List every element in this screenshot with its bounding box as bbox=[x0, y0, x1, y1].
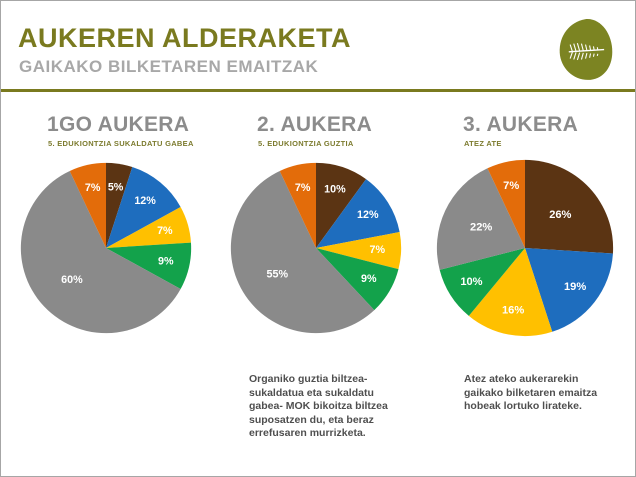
pie-slice-label: 12% bbox=[357, 209, 379, 221]
pie-slice bbox=[106, 167, 181, 248]
chart-2-subtitle: 5. EDUKIONTZIA GUZTIA bbox=[258, 139, 354, 148]
pie-slice-label: 9% bbox=[361, 273, 377, 285]
note-chart-3: Atez ateko aukerarekin gaikako bilketare… bbox=[464, 373, 598, 412]
pie-slice-label: 7% bbox=[157, 225, 173, 237]
pie-slice-label: 9% bbox=[158, 255, 174, 267]
pie-chart-3: 26% 19% 16% 10% 22% 7% bbox=[436, 159, 635, 337]
pie-slice-label: 19% bbox=[564, 281, 586, 293]
pie-slice-label: 7% bbox=[369, 244, 385, 256]
pie-slice-label: 7% bbox=[503, 180, 519, 192]
chart-3-subtitle: ATEZ ATE bbox=[464, 139, 502, 148]
pie-slice bbox=[316, 232, 402, 270]
pie-slice bbox=[468, 248, 553, 337]
pie-slice-label: 7% bbox=[85, 182, 101, 194]
note-chart-2: Organiko guztia biltzea- sukaldatua eta … bbox=[249, 373, 388, 439]
pie-chart-1: 5% 12% 7% 9% 60% 7% bbox=[20, 162, 229, 334]
pie-slice bbox=[439, 248, 525, 316]
chart-column-3: 3. AUKERA ATEZ ATE 26% 19% 16% 10% 22% 7% bbox=[435, 113, 635, 337]
pie-slice-label: 12% bbox=[134, 195, 156, 207]
header-divider bbox=[1, 89, 635, 92]
fern-leaf-logo-icon bbox=[557, 17, 615, 83]
pie-slice-label: 60% bbox=[61, 274, 83, 286]
pie-slice-label: 10% bbox=[460, 276, 482, 288]
chart-2-title: 2. AUKERA bbox=[257, 113, 373, 136]
pie-chart-2: 10% 12% 7% 9% 55% 7% bbox=[230, 162, 439, 334]
pie-slice bbox=[230, 170, 375, 334]
page-title: AUKEREN ALDERAKETA bbox=[18, 23, 351, 53]
pie-slice bbox=[487, 159, 525, 248]
pie-slice bbox=[69, 162, 106, 248]
pie-slice bbox=[279, 162, 316, 248]
chart-column-2: 2. AUKERA 5. EDUKIONTZIA GUZTIA 10% 12% 7%… bbox=[229, 113, 439, 334]
pie-slice-label: 16% bbox=[502, 304, 524, 316]
chart-1-title: 1GO AUKERA bbox=[47, 113, 190, 136]
pie-slice bbox=[525, 159, 614, 254]
pie-slice-label: 5% bbox=[108, 181, 124, 193]
pie-slice bbox=[316, 179, 400, 248]
pie-slice bbox=[106, 242, 192, 290]
chart-1-subtitle: 5. EDUKIONTZIA SUKALDATU GABEA bbox=[48, 139, 194, 148]
pie-slice bbox=[436, 168, 525, 270]
pie-slice bbox=[316, 162, 367, 248]
pie-slice-label: 22% bbox=[470, 221, 492, 233]
pie-slice bbox=[525, 248, 613, 332]
chart-3-title: 3. AUKERA bbox=[463, 113, 579, 136]
pie-slice bbox=[316, 248, 399, 311]
pie-slice-label: 7% bbox=[295, 182, 311, 194]
pie-slice-label: 26% bbox=[549, 209, 571, 221]
pie-slice bbox=[106, 162, 133, 248]
pie-slice-label: 10% bbox=[324, 184, 346, 196]
pie-slice bbox=[20, 170, 181, 334]
chart-column-1: 1GO AUKERA 5. EDUKIONTZIA SUKALDATU GABE… bbox=[19, 113, 229, 334]
page-subtitle: GAIKAKO BILKETAREN EMAITZAK bbox=[19, 57, 319, 76]
pie-slice-label: 55% bbox=[267, 268, 289, 280]
pie-slice bbox=[106, 206, 191, 248]
